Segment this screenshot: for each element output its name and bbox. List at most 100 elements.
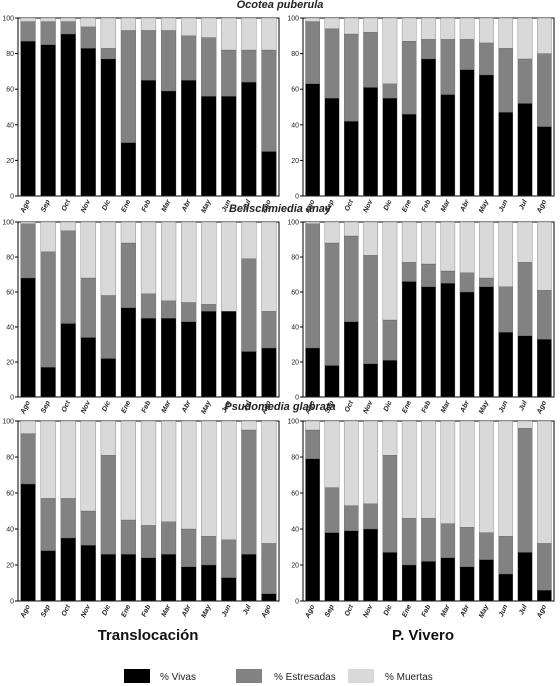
y-tick-label: 60 [291, 87, 299, 94]
bar-segment-vivas [517, 335, 533, 398]
bar-segment-vivas [343, 530, 359, 602]
bar-segment-vivas [498, 573, 514, 602]
bar-segment-vivas [60, 323, 76, 398]
x-tick-label: Mar [161, 399, 173, 414]
bar-segment-muertas [459, 17, 475, 40]
bar-segment-estresadas [221, 539, 237, 578]
bar-segment-muertas [421, 17, 436, 40]
y-tick-label: 100 [2, 220, 14, 227]
bar-segment-estresadas [60, 498, 76, 539]
chart-panel: 0 20 40 60 80 100 Ago Sep Oct Nov Dic Ene Feb Mar Abr M… [2, 419, 280, 620]
bar-segment-estresadas [201, 536, 217, 566]
bar-segment-estresadas [160, 300, 177, 319]
bar-segment-vivas [382, 552, 398, 602]
bar-segment-muertas [140, 221, 157, 294]
bar-segment-vivas [120, 554, 136, 602]
x-tick-label: Ago [536, 399, 549, 416]
y-tick-label: 60 [291, 290, 299, 297]
bar-segment-estresadas [324, 28, 340, 99]
x-tick-label: Mar [440, 399, 452, 414]
bar-segment-estresadas [440, 523, 456, 558]
bar-segment-muertas [479, 221, 494, 279]
bar-segment-muertas [100, 17, 116, 49]
bar-segment-muertas [80, 420, 96, 512]
bar-segment-vivas [160, 554, 177, 602]
bar-segment-estresadas [261, 543, 277, 594]
bar-segment-muertas [324, 420, 340, 488]
bar-segment-vivas [324, 365, 340, 398]
x-tick-label: Sep [40, 198, 52, 213]
bar-segment-estresadas [305, 21, 320, 85]
bar-segment-vivas [120, 307, 136, 398]
bar-segment-vivas [401, 113, 417, 197]
bar-segment-muertas [382, 221, 398, 321]
y-tick-label: 80 [291, 51, 299, 58]
x-tick-label: Sep [40, 399, 52, 414]
legend-label-vivas: % Vivas [160, 672, 196, 683]
bar-segment-vivas [382, 360, 398, 398]
bar-segment-estresadas [537, 290, 552, 340]
bar-segment-estresadas [120, 30, 136, 143]
bar-segment-estresadas [401, 518, 417, 566]
x-tick-label: Feb [141, 603, 153, 618]
x-tick-label: Dic [383, 400, 394, 413]
bar-segment-vivas [498, 332, 514, 398]
x-tick-label: Jul [242, 399, 253, 412]
bar-segment-estresadas [221, 49, 237, 97]
bar-segment-estresadas [382, 319, 398, 361]
species-title-beilschmiedia: Beilschmiedia anay [229, 203, 332, 215]
bar-segment-vivas [221, 577, 237, 602]
bar-segment-muertas [537, 221, 552, 291]
bar-segment-muertas [140, 420, 157, 526]
x-tick-label: Nov [362, 198, 374, 214]
bar-segment-muertas [517, 17, 533, 60]
x-tick-label: Sep [324, 603, 336, 618]
x-tick-label: Abr [459, 603, 471, 619]
bar-segment-vivas [201, 311, 217, 398]
bar-segment-estresadas [261, 311, 277, 349]
y-tick-label: 100 [287, 16, 299, 23]
bar-segment-estresadas [343, 33, 359, 122]
bar-segment-muertas [261, 221, 277, 312]
bar-segment-estresadas [100, 455, 116, 555]
bar-segment-vivas [401, 564, 417, 602]
bar-segment-muertas [324, 221, 340, 244]
bar-segment-estresadas [120, 519, 136, 555]
bar-segment-vivas [160, 90, 177, 197]
bar-segment-vivas [305, 83, 320, 197]
bar-segment-vivas [363, 363, 378, 398]
bar-segment-vivas [440, 94, 456, 197]
bar-segment-vivas [40, 367, 56, 398]
bar-segment-muertas [421, 420, 436, 519]
x-tick-label: Ene [401, 604, 413, 619]
bar-segment-estresadas [382, 455, 398, 553]
y-tick-label: 100 [287, 419, 299, 426]
bar-segment-vivas [421, 561, 436, 602]
bar-segment-muertas [201, 420, 217, 537]
bar-segment-muertas [261, 17, 277, 51]
bar-segment-estresadas [498, 536, 514, 575]
bar-segment-estresadas [343, 235, 359, 322]
bar-segment-muertas [401, 17, 417, 42]
bar-segment-muertas [40, 17, 56, 22]
x-tick-label: Abr [181, 603, 193, 619]
bar-segment-vivas [459, 291, 475, 398]
x-tick-label: May [478, 399, 491, 415]
bar-segment-muertas [100, 221, 116, 296]
bar-segment-muertas [160, 17, 177, 31]
bar-segment-estresadas [181, 35, 197, 81]
bar-segment-estresadas [20, 433, 36, 485]
bar-segment-estresadas [140, 293, 157, 319]
bar-segment-estresadas [363, 255, 378, 364]
y-tick-label: 20 [291, 158, 299, 165]
bar-segment-estresadas [181, 302, 197, 322]
y-tick-label: 60 [6, 491, 14, 498]
bar-segment-muertas [305, 221, 320, 224]
x-tick-label: Mar [161, 198, 173, 213]
bar-segment-muertas [459, 420, 475, 528]
bar-segment-estresadas [363, 503, 378, 530]
bar-segment-estresadas [140, 525, 157, 558]
y-tick-label: 40 [291, 122, 299, 129]
bar-segment-vivas [401, 281, 417, 398]
bar-segment-estresadas [498, 286, 514, 333]
